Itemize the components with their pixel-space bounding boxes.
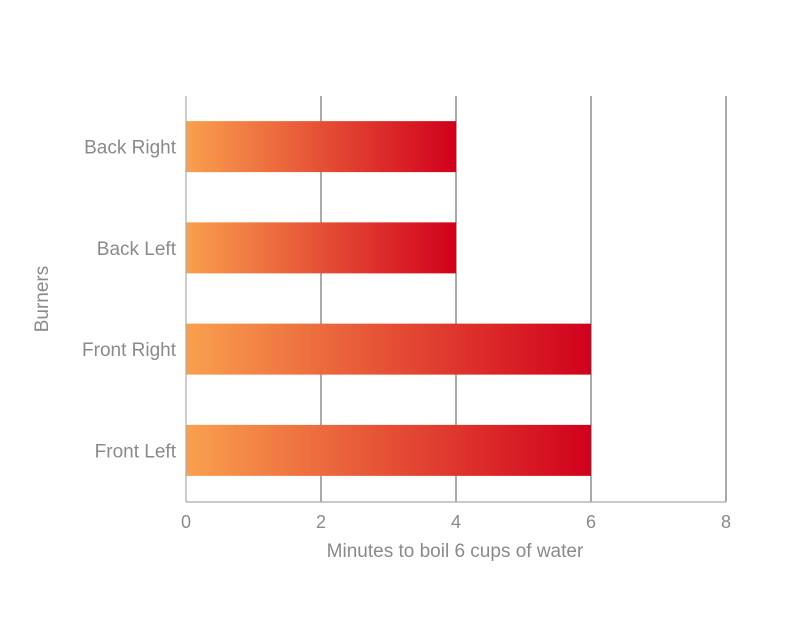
x-tick-label: 2 [316, 512, 326, 532]
y-category-label: Back Right [84, 138, 177, 159]
y-category-label: Front Right [82, 340, 177, 361]
bar-back-left [186, 222, 456, 274]
axes [185, 96, 726, 503]
bar-front-right [186, 323, 591, 375]
bars [186, 121, 591, 476]
bar-back-right [186, 121, 456, 173]
x-tick-label: 4 [451, 512, 461, 532]
x-tick-label: 6 [586, 512, 596, 532]
y-category-label: Front Left [95, 441, 177, 462]
labels: Minutes to boil 6 cups of water Burners … [32, 138, 731, 562]
y-category-label: Back Left [97, 239, 177, 260]
x-tick-label: 0 [181, 512, 191, 532]
x-axis-title: Minutes to boil 6 cups of water [327, 541, 584, 562]
bar-front-left [186, 424, 591, 476]
x-tick-label: 8 [721, 512, 731, 532]
y-axis-title: Burners [32, 266, 53, 333]
